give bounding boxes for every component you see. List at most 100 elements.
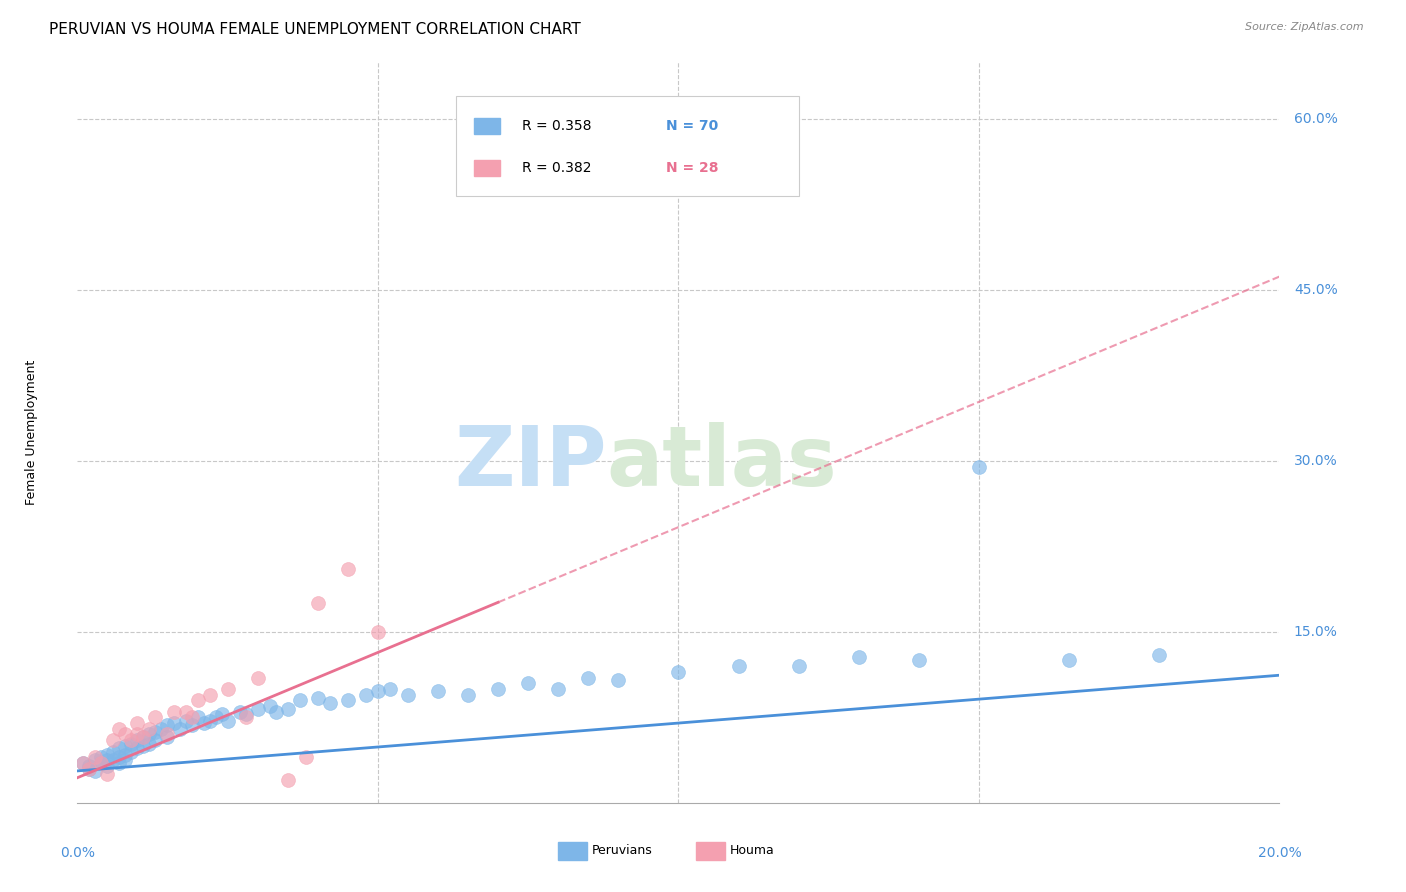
Point (103, 752, 125, 766)
Point (668, 665, 690, 679)
Point (228, 705, 250, 719)
Point (145, 725, 167, 739)
Point (84, 752, 107, 766)
Text: R = 0.382: R = 0.382 (522, 161, 592, 175)
Point (211, 706, 233, 721)
Point (547, 681, 569, 696)
Point (246, 702, 269, 716)
Point (908, 653, 931, 667)
Point (96, 767, 118, 781)
Point (607, 673, 630, 687)
Point (235, 710, 257, 724)
Point (96, 759, 118, 773)
Point (114, 727, 136, 741)
Point (174, 705, 197, 719)
Point (277, 772, 299, 787)
Point (198, 714, 221, 728)
Point (186, 693, 209, 707)
Point (132, 730, 155, 744)
Point (367, 624, 389, 639)
Text: 30.0%: 30.0% (1294, 454, 1337, 468)
Point (1057, 653, 1080, 667)
Point (307, 597, 329, 611)
Point (90, 756, 112, 770)
Point (120, 745, 142, 759)
Point (138, 737, 160, 751)
Point (145, 710, 167, 724)
Point (138, 722, 160, 736)
Point (72, 756, 94, 770)
Bar (558, 842, 588, 860)
Point (277, 702, 299, 716)
Point (787, 659, 810, 673)
Point (127, 733, 149, 747)
Point (967, 459, 990, 474)
Point (307, 691, 329, 706)
Point (72, 756, 94, 770)
Text: R = 0.358: R = 0.358 (522, 119, 592, 133)
Text: 15.0%: 15.0% (1294, 625, 1337, 639)
Point (120, 733, 142, 747)
Point (162, 705, 184, 719)
Point (517, 676, 540, 690)
Text: 20.0%: 20.0% (1257, 847, 1302, 860)
Point (114, 739, 136, 753)
Point (246, 671, 269, 685)
Point (84, 750, 107, 764)
Text: Peruvians: Peruvians (592, 845, 652, 857)
Point (217, 714, 239, 728)
Point (156, 727, 179, 741)
Text: PERUVIAN VS HOUMA FEMALE UNEMPLOYMENT CORRELATION CHART: PERUVIAN VS HOUMA FEMALE UNEMPLOYMENT CO… (49, 22, 581, 37)
Point (264, 705, 287, 719)
Point (378, 681, 401, 696)
Point (427, 684, 450, 698)
Point (79, 762, 101, 776)
Point (108, 741, 131, 756)
Point (96, 752, 118, 766)
Point (193, 716, 215, 731)
Point (576, 671, 599, 685)
Point (319, 696, 342, 710)
Point (848, 650, 870, 665)
Point (90, 750, 112, 764)
Point (84, 764, 107, 778)
Point (198, 688, 221, 702)
Point (96, 747, 118, 762)
Text: 0.0%: 0.0% (60, 847, 94, 860)
Point (396, 688, 419, 702)
Point (127, 716, 149, 731)
Point (180, 718, 202, 732)
Point (108, 722, 131, 736)
Point (217, 681, 239, 696)
Point (79, 762, 101, 776)
Point (367, 684, 389, 698)
Point (162, 716, 184, 731)
Point (486, 681, 509, 696)
Point (127, 741, 149, 756)
Text: ZIP: ZIP (454, 422, 606, 503)
Point (90, 756, 112, 770)
Point (204, 710, 226, 724)
Bar (696, 842, 725, 860)
Text: N = 70: N = 70 (666, 119, 718, 133)
Point (259, 698, 281, 713)
Text: Source: ZipAtlas.com: Source: ZipAtlas.com (1246, 22, 1364, 32)
Text: Houma: Houma (730, 845, 775, 857)
Bar (474, 118, 501, 134)
Text: Female Unemployment: Female Unemployment (25, 360, 38, 505)
Point (294, 750, 316, 764)
Text: 45.0%: 45.0% (1294, 284, 1337, 297)
Point (132, 739, 155, 753)
Point (114, 747, 136, 762)
Point (457, 688, 479, 702)
Point (138, 727, 160, 741)
Point (79, 759, 101, 773)
Point (354, 688, 377, 702)
Point (114, 752, 136, 766)
Point (132, 730, 155, 744)
Point (108, 756, 131, 770)
Point (169, 722, 191, 736)
Point (288, 693, 311, 707)
Point (727, 659, 749, 673)
Bar (474, 160, 501, 176)
